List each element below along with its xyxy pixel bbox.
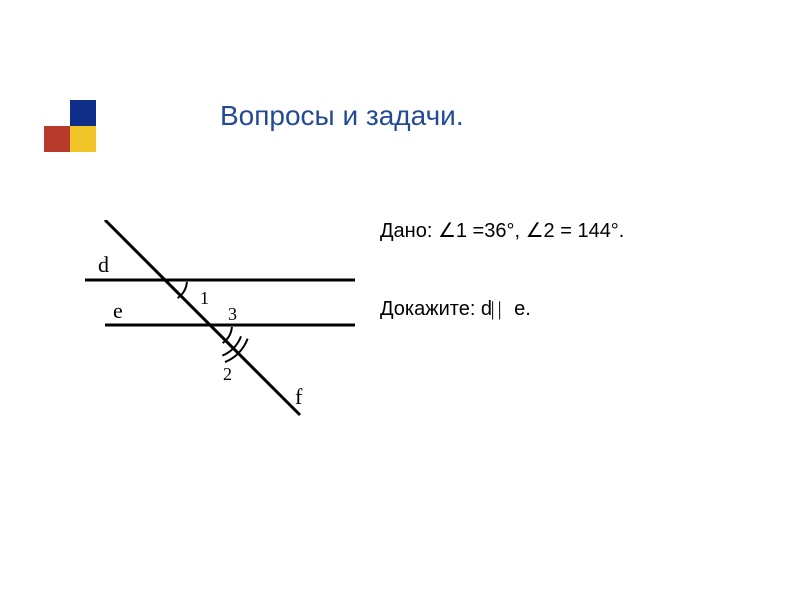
parallel-symbol: || [498, 298, 509, 321]
label-line-d: d [98, 252, 109, 277]
prove-text: Докажите: d || e. [380, 298, 531, 321]
angle-label-two: 2 [223, 364, 232, 384]
accent-sq-red [44, 126, 70, 152]
label-line-e: e [113, 298, 123, 323]
slide-title: Вопросы и задачи. [220, 100, 464, 132]
angle-label-one: 1 [200, 288, 209, 308]
accent-sq-yellow [70, 126, 96, 152]
geometry-diagram: de f 13 2 [80, 220, 360, 440]
prove-suffix: e. [514, 298, 531, 320]
line-f [105, 220, 300, 415]
accent-sq-blue [70, 100, 96, 126]
angle-label-three: 3 [228, 304, 237, 324]
prove-prefix: Докажите: d [380, 298, 498, 320]
label-line-f: f [295, 384, 303, 409]
given-text: Дано: ∠1 =36°, ∠2 = 144°. [380, 218, 624, 243]
